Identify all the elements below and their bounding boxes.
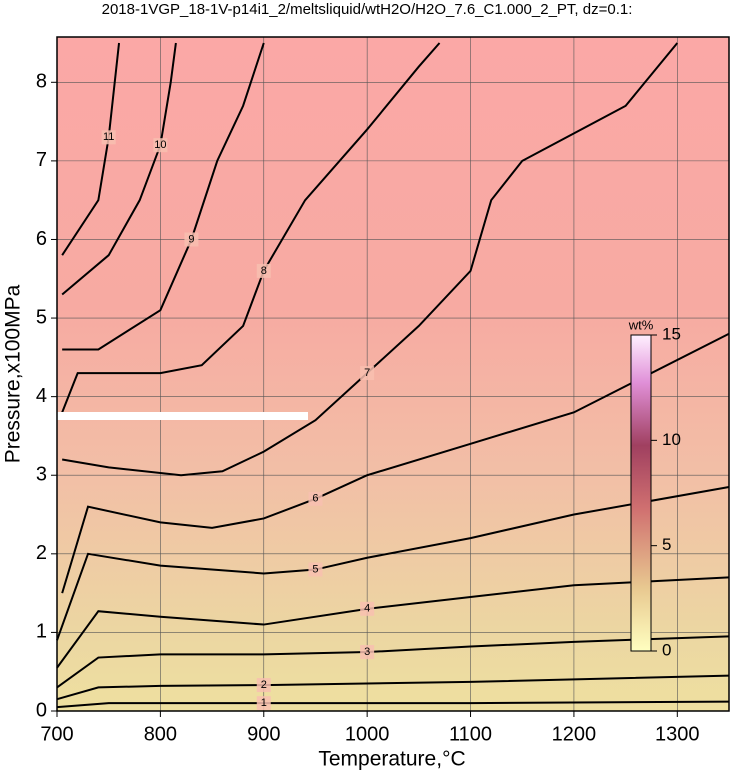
y-tick-label: 0	[36, 699, 47, 721]
plot-frame	[56, 36, 730, 712]
contours: 1 2 3 4 5 6 7 8 9 10 11	[56, 42, 730, 711]
contour-label: 6	[312, 493, 318, 505]
x-axis-label: Temperature,°C	[318, 748, 465, 771]
x-tick-label: 1100	[449, 723, 492, 745]
contour-label-bg	[256, 263, 271, 278]
contour-line	[61, 42, 177, 296]
colorbar-label: wt%	[628, 317, 654, 332]
y-tick-label: 1	[36, 621, 47, 643]
contour-label: 10	[154, 139, 166, 151]
contour-label: 8	[261, 265, 267, 277]
masked-band	[57, 412, 308, 420]
x-tick-label: 1200	[552, 723, 597, 745]
contour-label: 3	[364, 646, 370, 658]
x-tick-label: 1300	[655, 723, 700, 745]
x-tick-label: 1000	[345, 723, 390, 745]
contour-label: 7	[364, 367, 370, 379]
contour-label: 11	[103, 131, 114, 143]
contour-label-bg	[256, 696, 271, 711]
contour-label-bg	[308, 491, 323, 506]
contour-label-bg	[256, 678, 271, 693]
y-tick-label: 2	[36, 542, 47, 564]
colorbar-tick-label: 10	[662, 430, 681, 449]
colorbar	[630, 334, 652, 652]
y-tick-label: 4	[36, 385, 47, 407]
colorbar-tick-label: 15	[662, 324, 681, 343]
y-tick-label: 6	[36, 228, 47, 250]
contour-label-bg	[101, 130, 116, 145]
contour-label-bg	[360, 366, 375, 381]
contour-label: 1	[261, 697, 267, 709]
contour-label-bg	[184, 232, 199, 247]
contour-label-bg	[360, 601, 375, 616]
colorbar-tick-label: 5	[662, 535, 671, 554]
colorbar-tick-label: 0	[662, 640, 671, 659]
x-tick-label: 700	[40, 723, 73, 745]
y-tick-label: 8	[36, 71, 47, 93]
y-axis-label: Pressure,x100MPa	[2, 284, 25, 463]
contour-line	[56, 674, 730, 701]
contour-label-bg	[360, 645, 375, 660]
y-tick-label: 5	[36, 306, 47, 328]
contour-label: 4	[364, 603, 370, 615]
contour-label-bg	[308, 562, 323, 577]
contour-label: 2	[261, 679, 267, 691]
contour-line	[61, 332, 730, 594]
contour-line	[56, 576, 730, 669]
x-tick-label: 800	[144, 723, 177, 745]
y-tick-label: 7	[36, 149, 47, 171]
plot-background	[57, 37, 729, 711]
contour-label: 9	[188, 233, 194, 245]
y-tick-label: 3	[36, 464, 47, 486]
contour-line	[56, 635, 730, 689]
contour-line	[61, 42, 441, 413]
chart-title: 2018-1VGP_18-1V-p14i1_2/meltsliquid/wtH2…	[102, 1, 633, 18]
contour-line	[61, 42, 121, 256]
x-tick-label: 900	[247, 723, 280, 745]
contour-label-bg	[153, 138, 168, 153]
contour-label: 5	[312, 563, 318, 575]
